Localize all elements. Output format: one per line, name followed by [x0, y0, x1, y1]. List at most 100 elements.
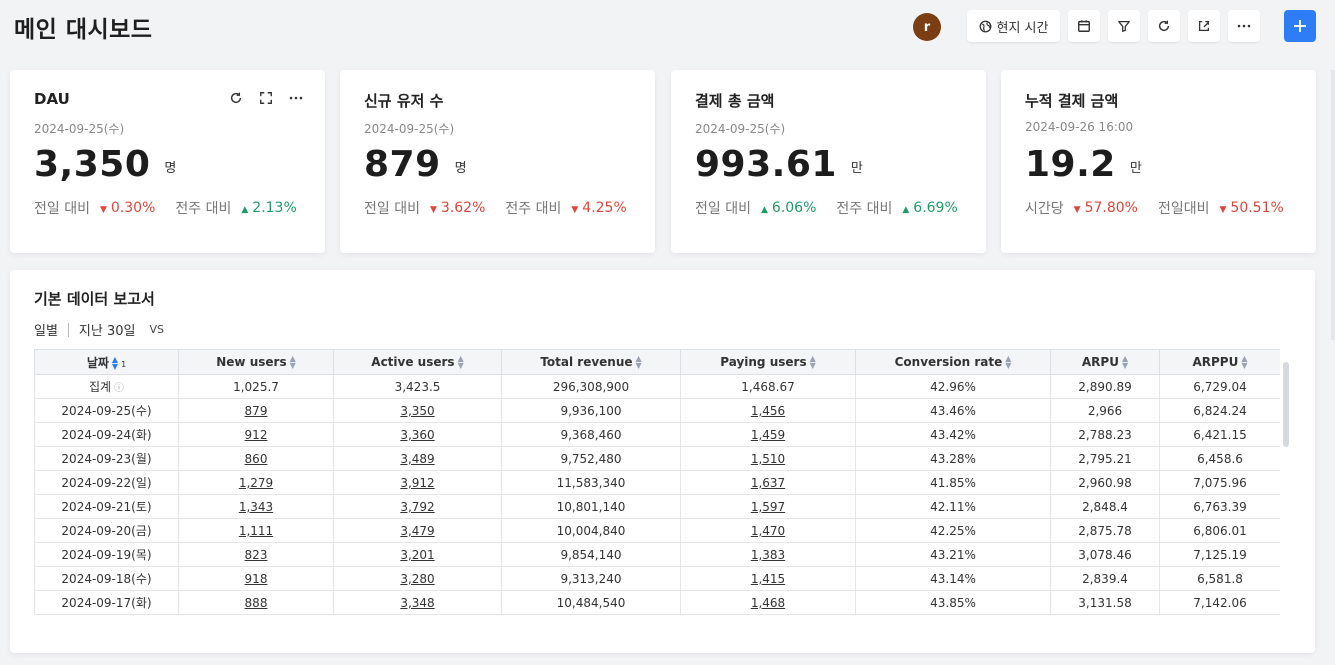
compare-value: ▼ 0.30% — [100, 200, 155, 216]
card-value: 19.2 만 — [1025, 144, 1142, 185]
compare-value-text: 57.80% — [1084, 200, 1138, 216]
card-title: 신규 유저 수 — [364, 92, 444, 110]
table-cell: 43.42% — [855, 422, 1051, 447]
granularity-select[interactable]: 일별 — [34, 324, 58, 339]
sort-icon[interactable]: ▲ ▼ — [111, 355, 119, 371]
card-unit: 만 — [1129, 160, 1143, 176]
table-cell: 3,078.46 — [1050, 542, 1160, 567]
table-cell: 9,313,240 — [501, 566, 681, 591]
table-cell: 860 — [178, 446, 334, 471]
cell-link[interactable]: 823 — [244, 547, 268, 562]
cell-link[interactable]: 1,383 — [750, 547, 786, 562]
kpi-card-new-users[interactable]: 신규 유저 수 2024-09-25(수) 879 명 전일 대비 ▼ 3.62% … — [340, 70, 655, 253]
compare-value-text: 2.13% — [252, 200, 297, 216]
table-cell: 2024-09-20(금) — [34, 518, 179, 543]
column-header-active-users[interactable]: Active users ▲ ▼ — [333, 349, 502, 375]
cell-link[interactable]: 1,470 — [750, 523, 786, 538]
compare-value: ▼ 4.25% — [571, 200, 626, 216]
table-scrollbar[interactable] — [1283, 352, 1289, 614]
cell-link[interactable]: 1,279 — [238, 475, 274, 490]
table-cell: 2,839.4 — [1050, 566, 1160, 591]
sort-icon[interactable]: ▲ ▼ — [1121, 354, 1129, 371]
filter-button[interactable] — [1108, 10, 1140, 42]
cell-link[interactable]: 1,468 — [750, 595, 786, 610]
column-header-label: Active users — [371, 354, 455, 369]
fullscreen-icon[interactable] — [259, 90, 273, 109]
cell-link[interactable]: 3,479 — [400, 523, 435, 538]
sort-icon[interactable]: ▲ ▼ — [1005, 354, 1012, 371]
sort-icon[interactable]: ▲ ▼ — [635, 354, 642, 371]
cell-link[interactable]: 3,792 — [400, 499, 435, 514]
cell-link[interactable]: 3,201 — [400, 547, 435, 562]
period-select[interactable]: 지난 30일 — [78, 324, 136, 339]
cell-link[interactable]: 1,343 — [238, 499, 274, 514]
table-cell: 2,848.4 — [1050, 494, 1160, 519]
kpi-card-cumulative-payment[interactable]: 누적 결제 금액 2024-09-26 16:00 19.2 만 시간당 ▼ 57.… — [1001, 70, 1316, 253]
page-scrollbar[interactable] — [1331, 70, 1335, 340]
cell-link[interactable]: 1,415 — [750, 571, 786, 586]
table-cell: 3,360 — [333, 422, 502, 447]
cell-link[interactable]: 3,489 — [400, 451, 435, 466]
kpi-card-dau[interactable]: DAU 2024-09-25(수) 3,350 명 전일 대비 ▼ 0.30% 전주… — [10, 70, 325, 253]
sort-icon[interactable]: ▲ ▼ — [289, 354, 296, 371]
compare-label: 전일 대비 — [364, 201, 420, 217]
column-header-new-users[interactable]: New users ▲ ▼ — [178, 349, 334, 375]
card-value-number: 19.2 — [1025, 144, 1116, 185]
timezone-button[interactable]: 현지 시간 — [967, 10, 1060, 42]
cell-link[interactable]: 1,637 — [750, 475, 786, 490]
add-button[interactable] — [1284, 10, 1316, 42]
compare-label: 시간당 — [1025, 201, 1064, 217]
sort-icon[interactable]: ▲ ▼ — [1241, 354, 1248, 371]
column-header-total-revenue[interactable]: Total revenue ▲ ▼ — [501, 349, 681, 375]
compare-label: 전주 대비 — [505, 201, 562, 217]
page-title: 메인 대시보드 — [14, 17, 153, 43]
sort-icon[interactable]: ▲ ▼ — [809, 354, 816, 371]
cell-link[interactable]: 888 — [244, 595, 268, 610]
cell-link[interactable]: 3,350 — [400, 403, 435, 418]
more-icon[interactable] — [289, 90, 303, 109]
sort-icon[interactable]: ▲ ▼ — [457, 354, 464, 371]
cell-link[interactable]: 3,280 — [400, 571, 435, 586]
column-header-conversion-rate[interactable]: Conversion rate ▲ ▼ — [855, 349, 1051, 375]
card-date: 2024-09-25(수) — [695, 122, 786, 136]
column-header-paying-users[interactable]: Paying users ▲ ▼ — [680, 349, 856, 375]
refresh-button[interactable] — [1148, 10, 1180, 42]
cell-link[interactable]: 3,912 — [400, 475, 435, 490]
table-cell: 2024-09-17(화) — [34, 590, 179, 615]
share-button[interactable] — [1188, 10, 1220, 42]
compare-item: 전일 대비 ▼ 3.62% — [364, 198, 485, 218]
table-cell: 10,801,140 — [501, 494, 681, 519]
filter-divider — [67, 322, 69, 337]
avatar[interactable]: r — [913, 13, 941, 41]
cell-link[interactable]: 912 — [244, 427, 268, 442]
card-value-number: 879 — [364, 144, 441, 185]
report-table: 날짜 ▲ ▼ 1 New users ▲ ▼ Active users ▲ ▼ Total r… — [34, 349, 1280, 615]
table-cell: 2,890.89 — [1050, 374, 1160, 399]
cell-link[interactable]: 1,510 — [750, 451, 786, 466]
calendar-button[interactable] — [1068, 10, 1100, 42]
cell-link[interactable]: 1,456 — [750, 403, 786, 418]
kpi-card-total-payment[interactable]: 결제 총 금액 2024-09-25(수) 993.61 만 전일 대비 ▲ 6.0… — [671, 70, 986, 253]
table-row: 2024-09-21(토) 1,343 3,792 10,801,140 1,597 42… — [34, 494, 1280, 519]
column-header-arpu[interactable]: ARPU ▲ ▼ — [1050, 349, 1160, 375]
cell-link[interactable]: 3,360 — [400, 427, 435, 442]
cell-link[interactable]: 1,459 — [750, 427, 786, 442]
cell-link[interactable]: 1,111 — [238, 523, 274, 538]
table-cell: 3,423.5 — [333, 374, 502, 399]
refresh-icon[interactable] — [229, 90, 243, 109]
column-header-arppu[interactable]: ARPPU ▲ ▼ — [1159, 349, 1280, 375]
more-button[interactable] — [1228, 10, 1260, 42]
vs-toggle[interactable]: VS — [149, 323, 164, 336]
card-date: 2024-09-25(수) — [364, 122, 455, 136]
column-header-date[interactable]: 날짜 ▲ ▼ 1 — [34, 349, 179, 375]
cell-link[interactable]: 918 — [244, 571, 268, 586]
compare-item: 전주 대비 ▲ 6.69% — [836, 198, 957, 218]
cell-link[interactable]: 1,597 — [750, 499, 786, 514]
cell-link[interactable]: 860 — [244, 451, 268, 466]
cell-link[interactable]: 3,348 — [400, 595, 435, 610]
compare-item: 시간당 ▼ 57.80% — [1025, 198, 1138, 218]
card-compare: 전일 대비 ▲ 6.06% 전주 대비 ▲ 6.69% — [695, 198, 978, 218]
scrollbar-thumb[interactable] — [1283, 362, 1289, 447]
cell-link[interactable]: 879 — [244, 403, 268, 418]
info-icon[interactable]: ⓘ — [114, 383, 125, 394]
